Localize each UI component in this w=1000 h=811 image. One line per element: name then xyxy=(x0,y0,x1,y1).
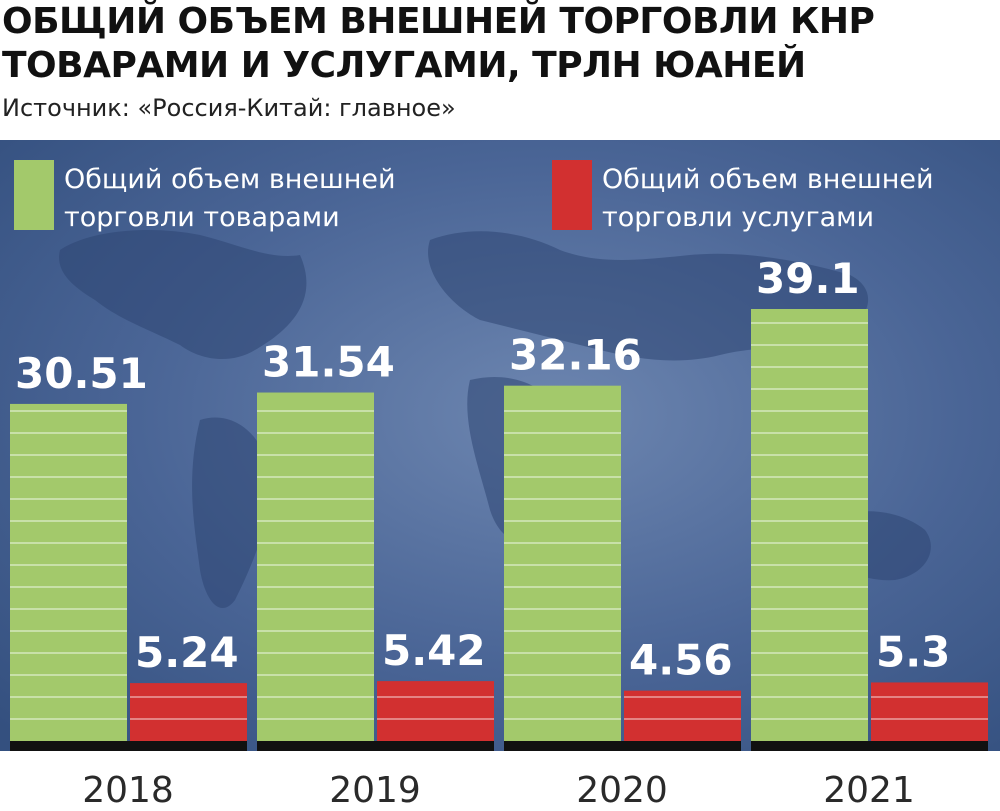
legend: Общий объем внешней торговли товарами Общи… xyxy=(14,160,934,233)
value-label-services-2021: 5.3 xyxy=(876,627,950,676)
axis-baseline-2018 xyxy=(10,741,247,751)
value-label-goods-2018: 30.51 xyxy=(15,349,148,398)
value-label-goods-2019: 31.54 xyxy=(262,338,395,387)
value-label-services-2018: 5.24 xyxy=(135,628,239,677)
bar-services-2020 xyxy=(624,690,741,741)
axis-baseline-2021 xyxy=(751,741,988,751)
bar-services-2018 xyxy=(130,683,247,741)
x-tick-label-2018: 2018 xyxy=(82,770,174,811)
legend-swatch-0 xyxy=(14,160,54,230)
axis-baseline-2020 xyxy=(504,741,741,751)
value-label-goods-2020: 32.16 xyxy=(509,331,642,380)
x-axis: 2018 2019 2020 2021 xyxy=(10,741,988,811)
legend-label-1-1: торговли услугами xyxy=(602,202,874,233)
bar-goods-2021 xyxy=(751,309,868,741)
legend-label-0-0: Общий объем внешней xyxy=(64,164,396,195)
value-label-services-2020: 4.56 xyxy=(629,636,733,685)
bar-services-2021 xyxy=(871,682,988,741)
bar-goods-2018 xyxy=(10,403,127,741)
legend-swatch-1 xyxy=(552,160,592,230)
chart-source: Источник: «Россия-Китай: главное» xyxy=(2,94,456,122)
chart-title: ОБЩИЙ ОБЪЕМ ВНЕШНЕЙ ТОРГОВЛИ КНР ТОВАРАМ… xyxy=(2,1,875,86)
axis-baseline-2019 xyxy=(257,741,494,751)
legend-label-0-1: торговли товарами xyxy=(64,202,340,233)
bar-goods-2019 xyxy=(257,392,374,741)
legend-label-1-0: Общий объем внешней xyxy=(602,164,934,195)
x-tick-label-2021: 2021 xyxy=(823,770,915,811)
x-tick-label-2019: 2019 xyxy=(329,770,421,811)
bars-layer: 30.51 5.24 31.54 5.42 32.16 4.56 39.1 5.3 xyxy=(10,254,988,741)
value-label-services-2019: 5.42 xyxy=(382,626,486,675)
bar-services-2019 xyxy=(377,681,494,741)
x-tick-label-2020: 2020 xyxy=(576,770,668,811)
bar-goods-2020 xyxy=(504,385,621,741)
value-label-goods-2021: 39.1 xyxy=(756,254,860,303)
